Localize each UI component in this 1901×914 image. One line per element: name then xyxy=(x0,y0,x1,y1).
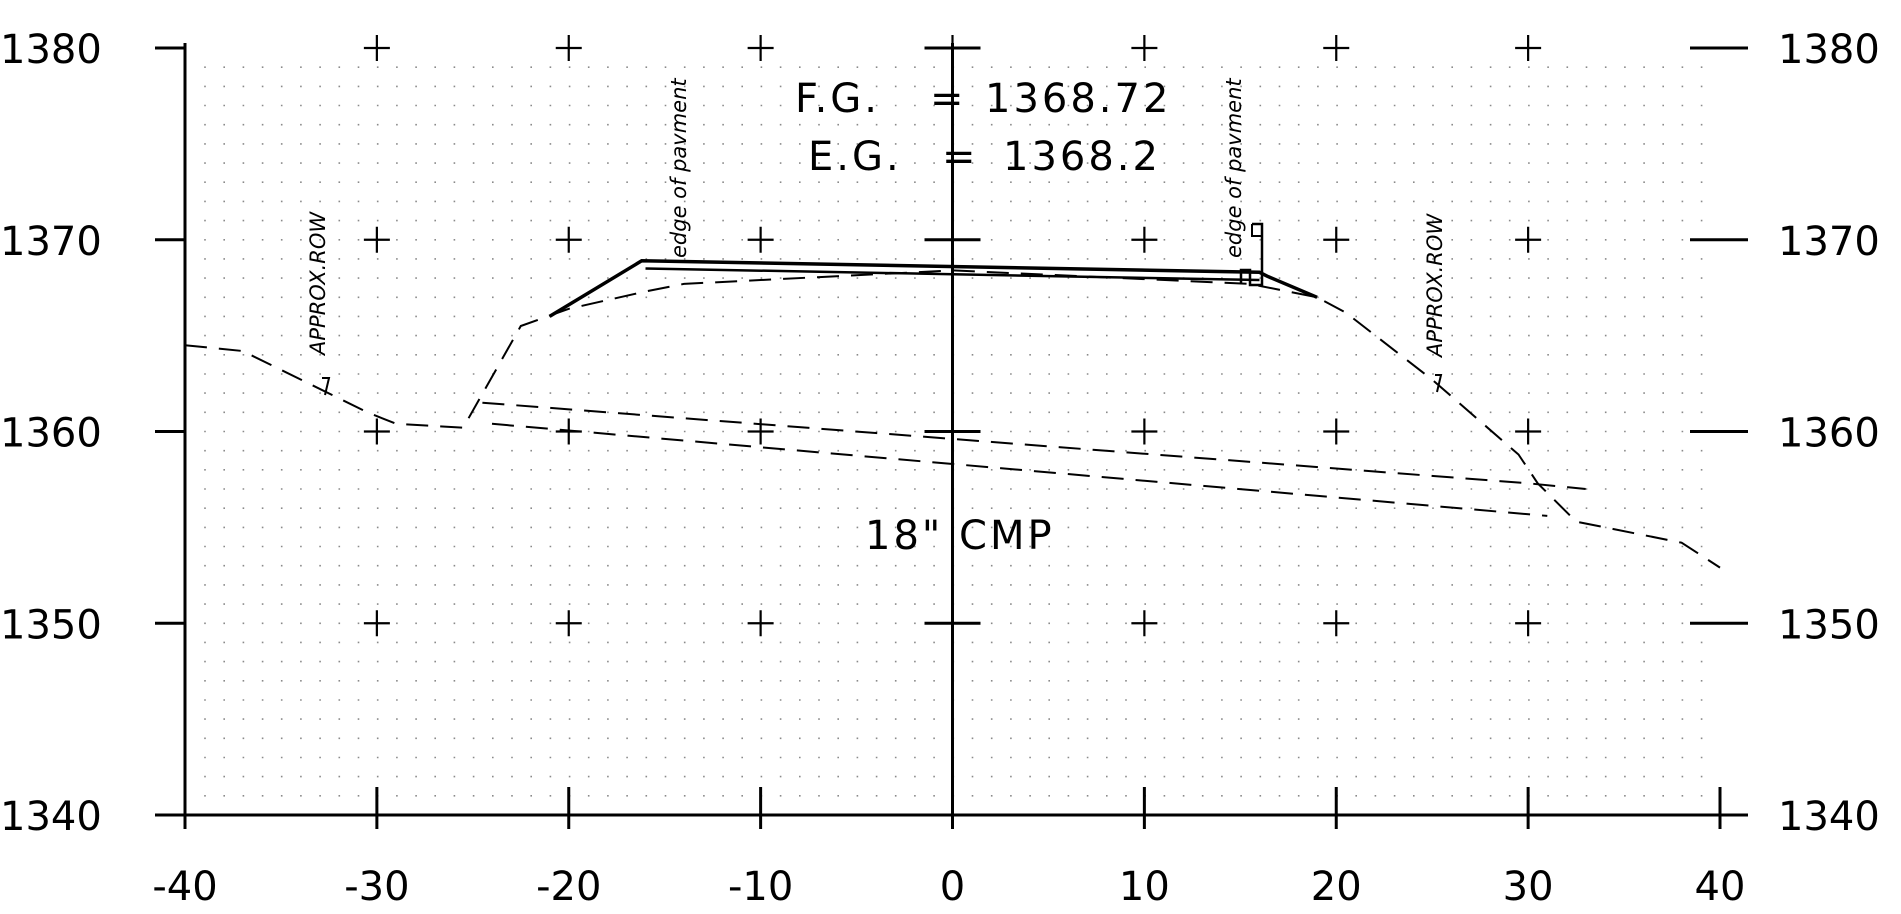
x-tick-label: -40 xyxy=(152,864,217,910)
grid-cross xyxy=(555,610,582,637)
grid-cross xyxy=(1515,610,1542,637)
axes-frame xyxy=(155,43,1748,829)
row-marker-right xyxy=(1435,374,1443,393)
x-tick-label: 10 xyxy=(1119,864,1170,910)
edge-of-pavement-left-label: edge of pavment xyxy=(667,78,691,258)
x-tick-label: -30 xyxy=(344,864,409,910)
y-tick-label-right: 1370 xyxy=(1778,219,1880,265)
y-tick-label-right: 1360 xyxy=(1778,411,1880,457)
fg-label: F.G. xyxy=(795,76,880,122)
grid-cross xyxy=(555,35,582,61)
profile-lines xyxy=(184,259,1721,569)
finished-grade-line xyxy=(548,259,1318,318)
culvert-bottom-line xyxy=(491,422,1548,517)
eg-label: E.G. xyxy=(808,134,902,180)
grid-cross xyxy=(363,610,390,637)
eg-equals: = xyxy=(942,134,979,180)
curb-top-detail xyxy=(1251,224,1262,237)
x-tick-label: -10 xyxy=(728,864,793,910)
approx-row-right-label: APPROX.ROW xyxy=(1423,213,1447,359)
eg-value: 1368.2 xyxy=(1003,134,1161,180)
grid-cross xyxy=(1323,226,1350,253)
x-tick-label: 20 xyxy=(1311,864,1362,910)
grid-cross xyxy=(1131,35,1158,61)
row-marker-left xyxy=(322,377,331,396)
grid-cross xyxy=(363,226,390,253)
x-tick-label: -20 xyxy=(536,864,601,910)
grid-cross xyxy=(363,35,390,61)
culvert-top-line xyxy=(482,401,1586,490)
grid-cross xyxy=(1515,226,1542,253)
y-tick-label-right: 1350 xyxy=(1778,602,1880,648)
curb-detail xyxy=(1239,222,1264,287)
x-tick-label: 40 xyxy=(1695,864,1746,910)
x-tick-label: 30 xyxy=(1503,864,1554,910)
fg-value: 1368.72 xyxy=(985,76,1171,122)
grid-cross xyxy=(1323,35,1350,61)
grid-cross xyxy=(747,418,774,445)
grid-cross xyxy=(747,35,774,61)
grid-cross xyxy=(1131,610,1158,637)
y-tick-label-left: 1340 xyxy=(0,794,102,840)
edge-of-pavement-right-label: edge of pavment xyxy=(1222,78,1246,258)
y-tick-label-left: 1350 xyxy=(0,602,102,648)
grid-cross xyxy=(1131,226,1158,253)
fg-equals: = xyxy=(930,76,967,122)
y-tick-label-left: 1380 xyxy=(0,27,102,73)
dot-grid xyxy=(204,66,1703,797)
y-tick-label-right: 1340 xyxy=(1778,794,1880,840)
grid-dot-field xyxy=(204,66,1703,797)
grid-cross xyxy=(747,226,774,253)
grid-cross xyxy=(747,610,774,637)
y-tick-label-right: 1380 xyxy=(1778,27,1880,73)
y-tick-label-left: 1360 xyxy=(0,411,102,457)
grid-cross xyxy=(555,226,582,253)
approx-row-left-label: APPROX.ROW xyxy=(306,211,330,357)
y-tick-label-left: 1370 xyxy=(0,219,102,265)
tick-labels: 1340 1340 1350 1350 1360 1360 1370 1370 1380 1380… xyxy=(0,27,1880,910)
grid-cross xyxy=(1515,418,1542,445)
grid-cross xyxy=(1323,610,1350,637)
grid-cross xyxy=(1323,418,1350,445)
grid-cross xyxy=(1515,35,1542,61)
pavement-underside-line xyxy=(645,267,1260,282)
grid-cross xyxy=(1131,418,1158,445)
grid-cross xyxy=(363,418,390,445)
culvert-label: 18" CMP xyxy=(865,513,1055,559)
x-tick-label: 0 xyxy=(940,864,965,910)
